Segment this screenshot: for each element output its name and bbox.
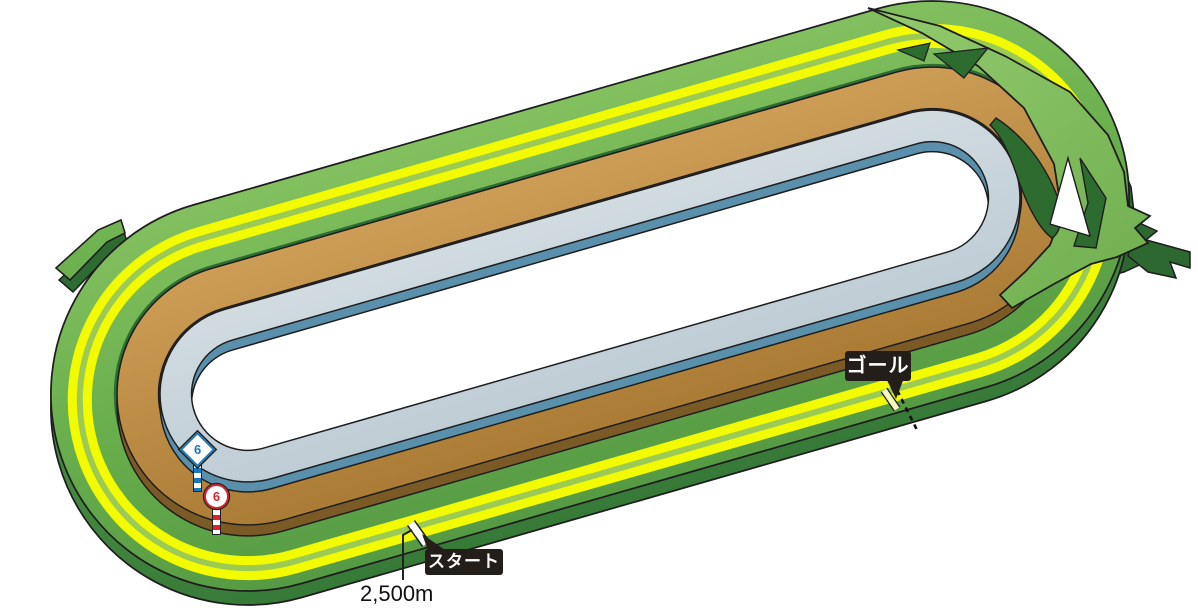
start-gate-mark <box>406 520 431 547</box>
start-distance-line <box>402 529 413 580</box>
wedge-foot-3d-side <box>1127 235 1191 280</box>
steeple-course-band <box>159 109 1021 483</box>
goal-label: ゴール <box>845 351 911 381</box>
start-label: スタート <box>425 549 503 575</box>
dirt-furlong-marker: 6 <box>204 484 229 509</box>
wedge-divider-dark <box>989 117 1062 239</box>
start-label-tail <box>422 534 448 553</box>
finish-line-mark <box>880 387 901 412</box>
far-turn-chute <box>54 218 126 282</box>
goal-label-tail <box>886 378 904 399</box>
distance-label: 2,500m <box>360 581 434 606</box>
right-path-wedge <box>867 7 1152 310</box>
wedge-white-gap <box>1049 155 1092 238</box>
dirt-furlong-number: 6 <box>212 489 221 504</box>
path-gap-triangle-2 <box>896 42 931 62</box>
path-gap-triangle-1 <box>932 47 990 79</box>
steeple-furlong-number: 6 <box>193 441 202 457</box>
